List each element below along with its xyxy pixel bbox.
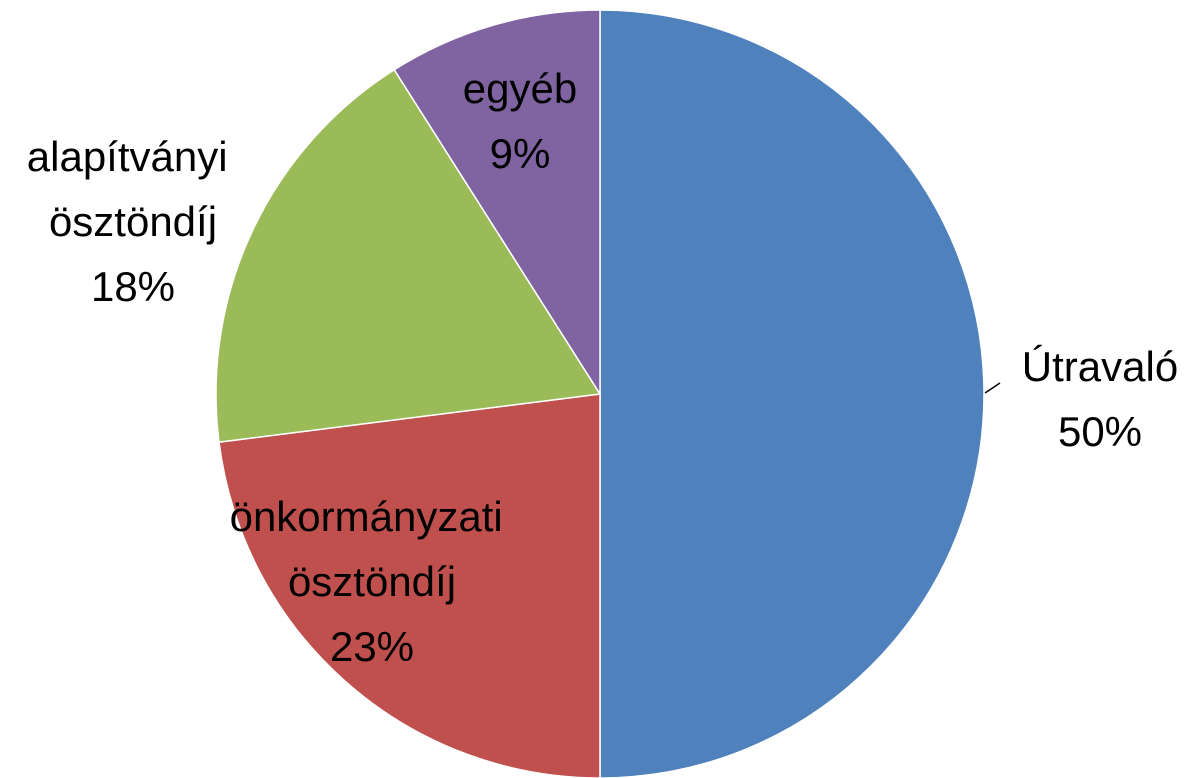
leader-line	[984, 382, 1001, 394]
slice-value-label: 23%	[330, 623, 414, 670]
slice-label: egyéb	[463, 65, 577, 112]
slice-label: Útravaló	[1022, 343, 1178, 390]
slice-label: önkormányzati ösztöndíj	[230, 493, 515, 605]
pie-slice	[393, 9, 601, 397]
pie-slice	[215, 68, 602, 443]
pie-slice	[218, 393, 601, 778]
slice-value-label: 9%	[490, 130, 551, 177]
slice-value-label: 50%	[1058, 408, 1142, 455]
slice-value-label: 18%	[91, 263, 175, 310]
pie-slice	[599, 9, 985, 778]
slice-label: alapítványi ösztöndíj	[27, 133, 239, 245]
